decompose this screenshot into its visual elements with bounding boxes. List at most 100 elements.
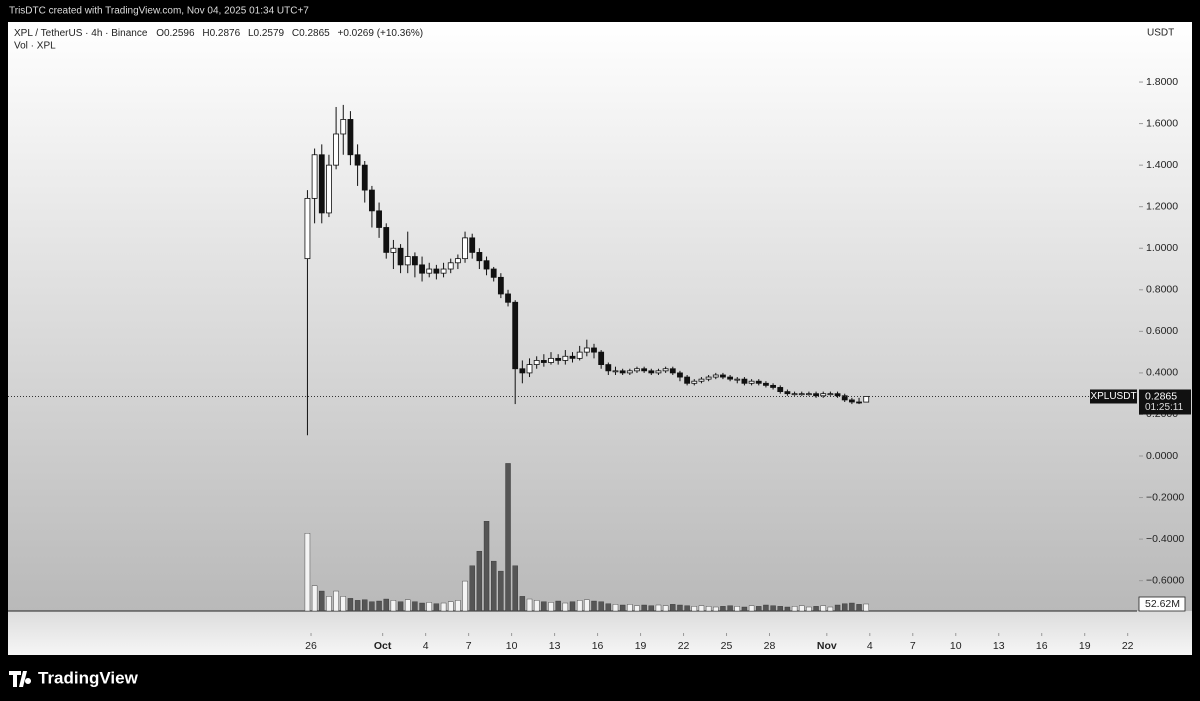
volume-bar	[705, 606, 712, 612]
candle-body	[834, 393, 841, 397]
currency: USDT	[1147, 28, 1174, 39]
y-tick-label: 0.0000	[1146, 450, 1178, 462]
volume-bar	[440, 602, 447, 612]
volume-bar	[605, 603, 612, 612]
volume-bar	[340, 596, 346, 612]
logo-icon	[9, 671, 32, 687]
volume-bar	[505, 463, 511, 612]
volume-bar	[390, 600, 397, 612]
x-tick-label: Oct	[374, 640, 392, 652]
candle-body	[677, 372, 683, 378]
volume-bar	[777, 606, 783, 612]
candle-body	[533, 360, 540, 365]
symbol-label: XPLUSDT	[1090, 391, 1136, 402]
y-tick-label: −0.2000	[1146, 491, 1184, 503]
volume-bar	[791, 606, 798, 612]
volume-bar	[820, 605, 826, 612]
candle-body	[440, 268, 447, 274]
x-tick-label: 10	[506, 640, 518, 652]
change: +0.0269 (+10.36%)	[338, 28, 424, 39]
volume-bar	[326, 596, 332, 612]
candle-body	[318, 154, 325, 214]
y-tick-label: 1.2000	[1146, 200, 1178, 212]
x-tick-label: 19	[635, 640, 647, 652]
volume-bar	[627, 604, 633, 612]
volume-box	[1138, 596, 1186, 612]
volume-bar	[455, 600, 461, 612]
last-price-label: 0.2865	[1145, 390, 1177, 402]
ohlc-value: 0.2865	[299, 28, 330, 39]
candle-body	[569, 355, 576, 359]
y-tick-label: 1.0000	[1146, 242, 1178, 254]
volume-bar	[333, 590, 339, 612]
candle-body	[583, 347, 590, 353]
candle-body	[669, 368, 676, 374]
candle-body	[419, 264, 425, 274]
y-tick-label: 1.8000	[1146, 76, 1178, 88]
candle-body	[784, 391, 791, 395]
y-tick-label: 1.4000	[1146, 159, 1178, 171]
x-tick-label: Nov	[817, 640, 837, 652]
candle-body	[734, 378, 741, 381]
volume-bar	[412, 601, 418, 612]
candle-body	[791, 393, 798, 396]
volume-bar	[842, 603, 848, 612]
price-box	[1139, 389, 1191, 415]
volume-bar	[448, 601, 454, 612]
y-tick-label: 0.8000	[1146, 284, 1178, 296]
volume-bar	[748, 605, 755, 612]
volume-bar	[591, 600, 597, 612]
volume-bar	[770, 605, 776, 612]
volume-bar	[369, 601, 375, 612]
candle-body	[354, 154, 361, 166]
marks: 1.8000 1.6000 1.4000 1.2000 1.0000 0.8000 0.60…	[8, 76, 1191, 652]
candle-body	[447, 262, 454, 270]
candle-body	[505, 293, 511, 303]
volume-bar	[648, 605, 655, 612]
volume-bar	[691, 606, 697, 612]
volume-bar	[462, 580, 468, 612]
footer-brand: TradingView	[38, 668, 139, 687]
time-axis-background	[8, 611, 1192, 655]
volume-bar	[383, 598, 389, 612]
credit: TrisDTC created with TradingView.com, No…	[9, 6, 309, 17]
candle-body	[469, 237, 476, 253]
candle-body	[662, 368, 669, 372]
x-tick-label: 7	[466, 640, 472, 652]
volume-bar	[498, 570, 504, 612]
candle-body	[626, 370, 633, 374]
volume-bar	[734, 606, 740, 612]
volume-bar	[856, 604, 862, 612]
candle-body	[526, 364, 533, 374]
ohlc-prefix: O	[156, 28, 164, 39]
candle-body	[798, 393, 805, 396]
volume-bar	[619, 604, 626, 612]
candle-body	[426, 268, 433, 274]
x-tick-label: 16	[1036, 640, 1048, 652]
x-tick-label: 22	[1122, 640, 1134, 652]
candle-body	[770, 384, 776, 388]
candle-body	[655, 370, 662, 374]
candle-body	[763, 382, 769, 386]
candle-body	[848, 399, 855, 403]
candle-body	[376, 210, 382, 228]
volume-bar	[584, 599, 590, 612]
candle-body	[411, 256, 418, 266]
candle-body	[433, 268, 440, 274]
volume-bar	[562, 602, 569, 612]
plot-background	[8, 22, 1192, 611]
candle-body	[641, 368, 648, 372]
x-tick-label: 10	[950, 640, 962, 652]
last-volume-label: 52.62M	[1145, 598, 1180, 610]
candle-body	[741, 378, 748, 384]
volume-bar	[720, 606, 726, 612]
candle-body	[333, 133, 339, 166]
volume-bar	[662, 605, 669, 612]
volume-bar	[533, 600, 540, 612]
volume-bar	[813, 606, 819, 612]
candle-body	[462, 237, 468, 260]
y-tick-label: 0.4000	[1146, 367, 1178, 379]
ohlc-value: 0.2579	[254, 28, 285, 39]
candle-body	[490, 268, 497, 278]
x-tick-label: 7	[910, 640, 916, 652]
